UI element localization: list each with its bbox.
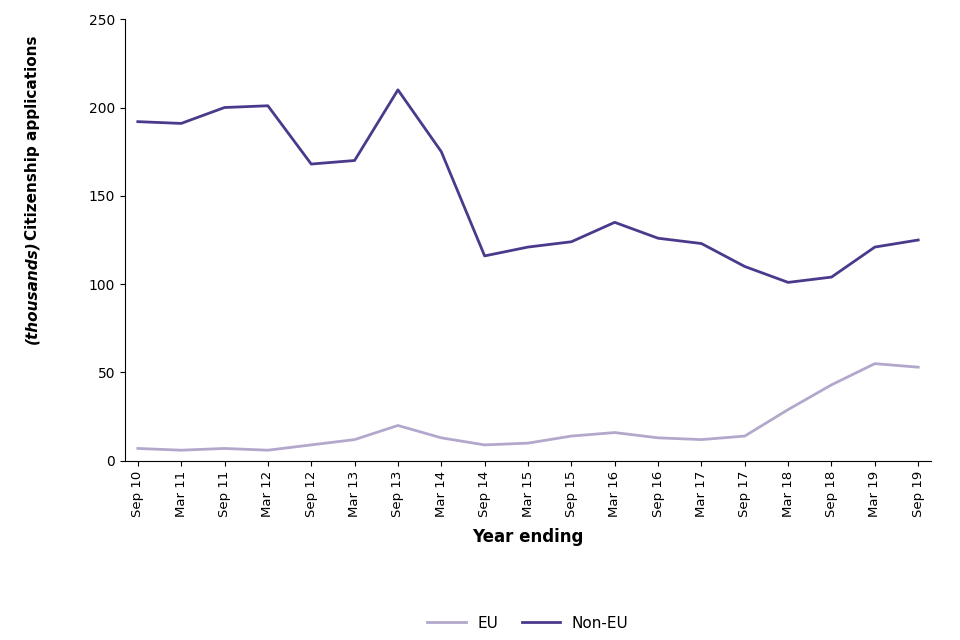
- Non-EU: [696, 240, 708, 248]
- EU: [305, 441, 317, 449]
- EU: [522, 439, 534, 447]
- Non-EU: [912, 236, 924, 244]
- Non-EU: [869, 243, 880, 251]
- Non-EU: [479, 252, 491, 260]
- Non-EU: [826, 273, 837, 281]
- Non-EU: [305, 160, 317, 168]
- Legend: EU, Non-EU: EU, Non-EU: [421, 610, 635, 637]
- EU: [869, 360, 880, 367]
- EU: [132, 445, 144, 452]
- EU: [609, 429, 620, 436]
- EU: [912, 364, 924, 371]
- EU: [262, 446, 274, 454]
- EU: [348, 436, 360, 444]
- Non-EU: [393, 86, 404, 93]
- Non-EU: [652, 234, 663, 242]
- Non-EU: [348, 157, 360, 164]
- EU: [696, 436, 708, 444]
- Line: Non-EU: Non-EU: [138, 90, 918, 282]
- EU: [219, 445, 230, 452]
- EU: [176, 446, 187, 454]
- EU: [782, 406, 794, 413]
- Non-EU: [739, 262, 751, 270]
- Non-EU: [132, 118, 144, 125]
- X-axis label: Year ending: Year ending: [472, 528, 584, 546]
- Non-EU: [565, 238, 577, 246]
- Text: (thousands): (thousands): [25, 240, 39, 344]
- Text: Citizenship applications: Citizenship applications: [25, 30, 39, 240]
- Non-EU: [219, 104, 230, 111]
- EU: [436, 434, 447, 442]
- EU: [479, 441, 491, 449]
- Non-EU: [609, 218, 620, 226]
- Non-EU: [176, 120, 187, 127]
- Non-EU: [522, 243, 534, 251]
- EU: [565, 432, 577, 440]
- EU: [739, 432, 751, 440]
- EU: [652, 434, 663, 442]
- Line: EU: EU: [138, 364, 918, 450]
- Non-EU: [782, 278, 794, 286]
- EU: [393, 422, 404, 429]
- Non-EU: [436, 148, 447, 156]
- EU: [826, 381, 837, 388]
- Non-EU: [262, 102, 274, 109]
